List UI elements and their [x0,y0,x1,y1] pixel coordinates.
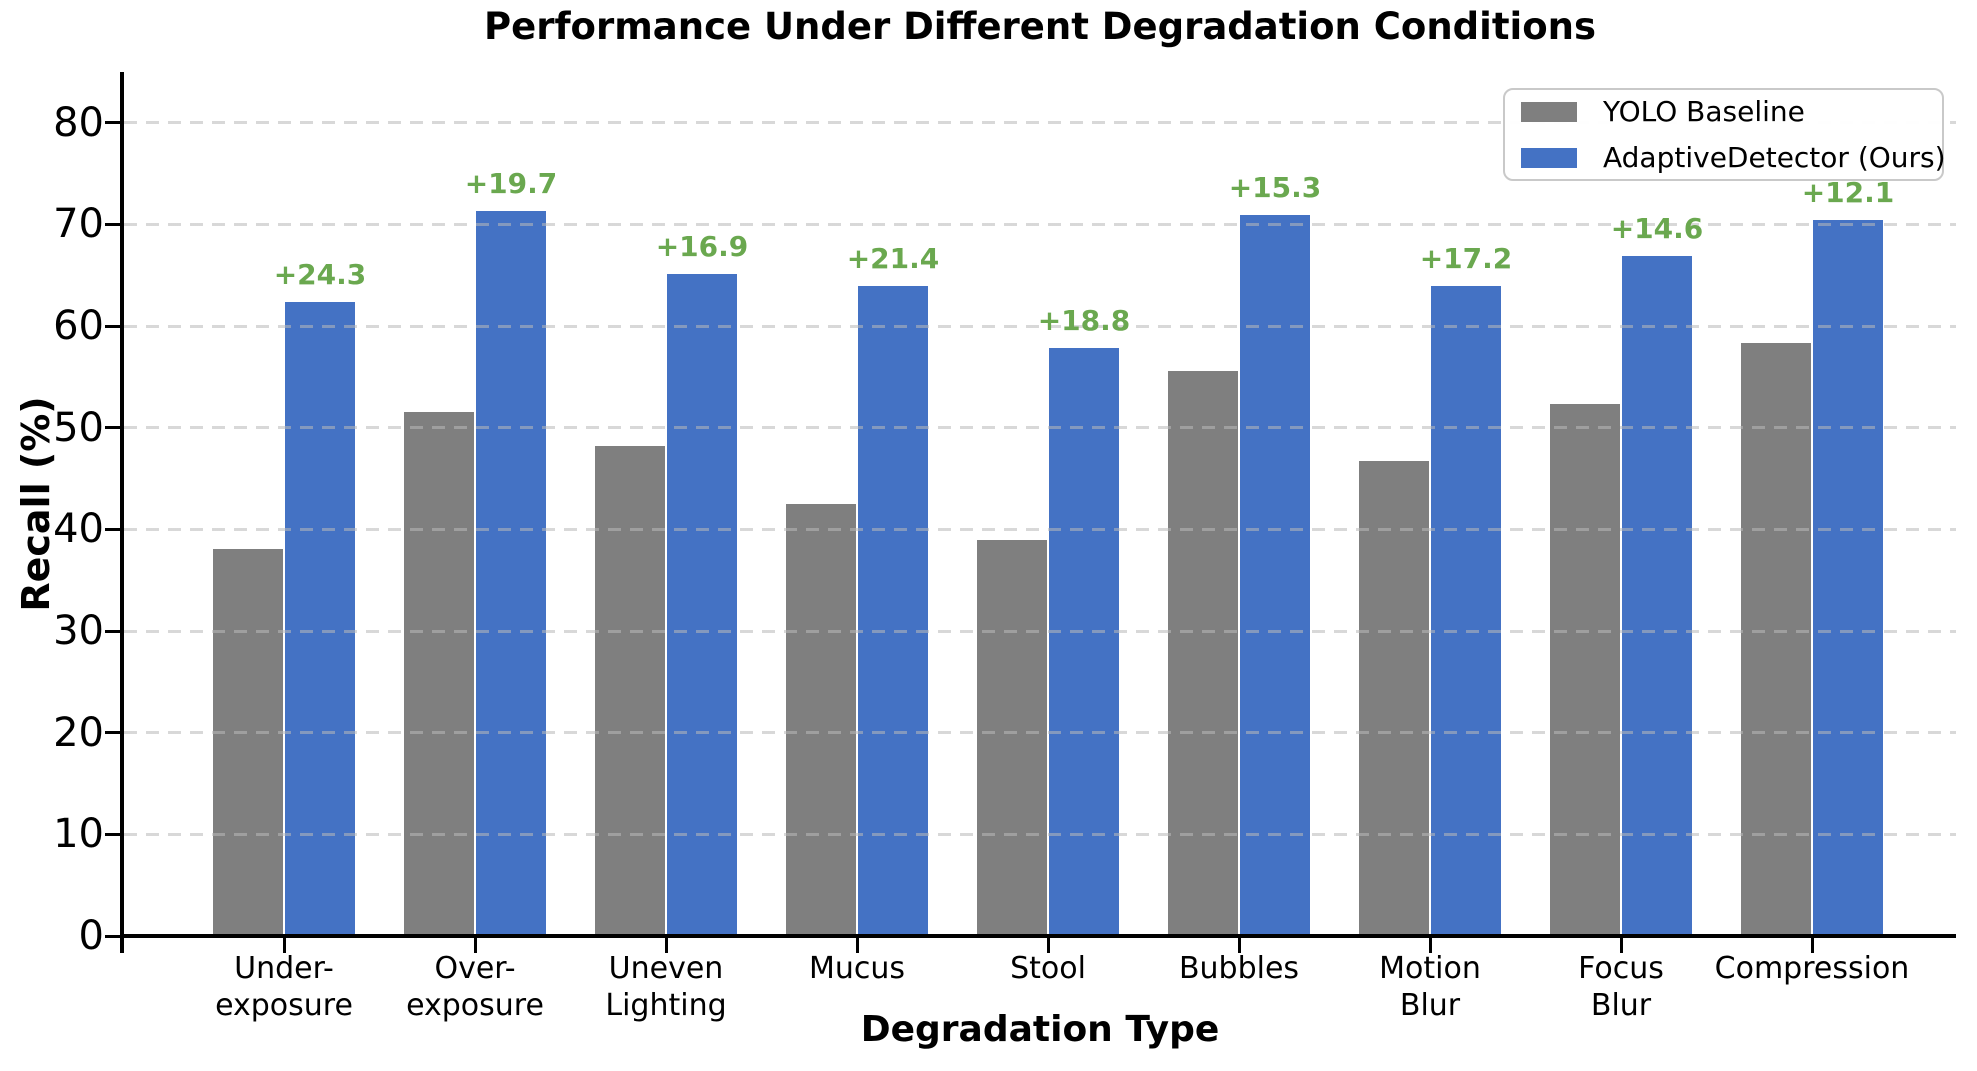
plot-area: +24.3 +19.7 +16.9 +21.4 +18.8 +15.3 +17.2 +14.6… [120,72,1956,953]
ours-bar [285,301,355,936]
y-tick-mark [105,324,121,328]
y-tick-mark [105,222,121,226]
ours-bar [667,274,737,936]
baseline-bar [595,446,665,936]
ours-bar [1622,255,1692,936]
ours-bar [1240,215,1310,936]
y-tick-label: 70 [53,201,104,248]
x-tick-mark [1619,938,1623,953]
improvement-annotation: +21.4 [846,242,940,276]
x-tick-label: Mucus [808,951,906,986]
x-tick-label: Stool [1010,951,1086,986]
y-tick-label: 0 [78,913,104,959]
y-tick-mark [105,527,121,531]
x-tick-label: Under- exposure [215,951,353,1023]
y-tick-label: 40 [53,506,104,553]
improvement-annotation: +12.1 [1801,176,1895,210]
x-tick-mark [473,938,477,953]
x-tick-label: Bubbles [1178,951,1300,986]
y-tick-mark [105,731,121,735]
improvement-annotation: +15.3 [1228,171,1322,205]
x-tick-label: Compression [1714,951,1910,986]
baseline-bar [786,504,856,936]
y-axis-spine [120,72,124,953]
ours-bar [476,211,546,936]
legend-row-ours: AdaptiveDetector (Ours) [1521,141,1946,174]
x-tick-label: Motion Blur [1379,951,1481,1023]
ours-bar [1813,220,1883,936]
x-tick-mark [1428,938,1432,953]
y-tick-label: 50 [53,404,104,451]
x-tick-mark [855,938,859,953]
x-tick-mark [664,938,668,953]
x-tick-mark [282,938,286,953]
improvement-annotation: +19.7 [464,167,558,201]
x-tick-mark [1810,938,1814,953]
improvement-annotation: +17.2 [1419,242,1513,276]
improvement-annotation: +24.3 [273,257,367,291]
improvement-annotation: +18.8 [1037,304,1131,338]
y-tick-mark [105,121,121,125]
legend-swatch-baseline [1521,101,1577,122]
ours-bar [858,286,928,936]
x-axis-spine [120,934,1956,938]
ours-bar [1049,348,1119,936]
y-tick-mark [105,426,121,430]
legend-label-ours: AdaptiveDetector (Ours) [1603,141,1946,174]
legend: YOLO Baseline AdaptiveDetector (Ours) [1503,88,1946,181]
x-axis-label: Degradation Type [860,1009,1220,1050]
ours-bar [1431,286,1501,936]
y-tick-label: 30 [53,608,104,655]
baseline-bar [1168,370,1238,936]
x-tick-label: Uneven Lighting [605,951,727,1023]
x-tick-label: Focus Blur [1578,951,1664,1023]
baseline-bar [1359,461,1429,936]
improvement-annotation: +14.6 [1610,211,1704,245]
x-tick-mark [1046,938,1050,953]
baseline-bar [213,548,283,936]
y-tick-label: 10 [53,811,104,858]
y-tick-label: 20 [53,709,104,756]
y-tick-mark [105,832,121,836]
baseline-bar [1741,343,1811,936]
baseline-bar [1550,404,1620,936]
baseline-bar [404,411,474,936]
improvement-annotation: +16.9 [655,230,749,264]
legend-label-baseline: YOLO Baseline [1603,95,1805,128]
x-tick-mark [1237,938,1241,953]
legend-swatch-ours [1521,147,1577,168]
y-tick-mark [105,629,121,633]
y-tick-label: 60 [53,303,104,350]
y-tick-label: 80 [53,99,104,146]
x-tick-label: Over- exposure [406,951,544,1023]
legend-row-baseline: YOLO Baseline [1521,95,1926,128]
baseline-bar [977,539,1047,936]
chart-title: Performance Under Different Degradation … [483,5,1596,48]
y-tick-mark [105,934,121,938]
